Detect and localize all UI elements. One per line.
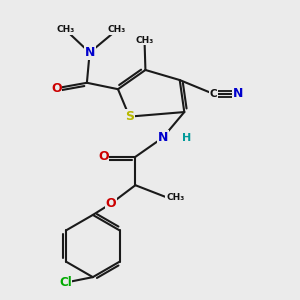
Text: CH₃: CH₃ [135, 36, 154, 45]
Text: Cl: Cl [59, 276, 72, 289]
Text: S: S [125, 110, 134, 123]
Text: N: N [232, 87, 243, 100]
Text: O: O [106, 197, 116, 210]
Text: N: N [85, 46, 95, 59]
Text: O: O [98, 150, 109, 164]
Text: N: N [158, 131, 168, 144]
Text: CH₃: CH₃ [166, 193, 184, 202]
Text: C: C [209, 89, 217, 99]
Text: O: O [51, 82, 62, 95]
Text: H: H [182, 133, 191, 143]
Text: CH₃: CH₃ [56, 25, 74, 34]
Text: CH₃: CH₃ [108, 25, 126, 34]
